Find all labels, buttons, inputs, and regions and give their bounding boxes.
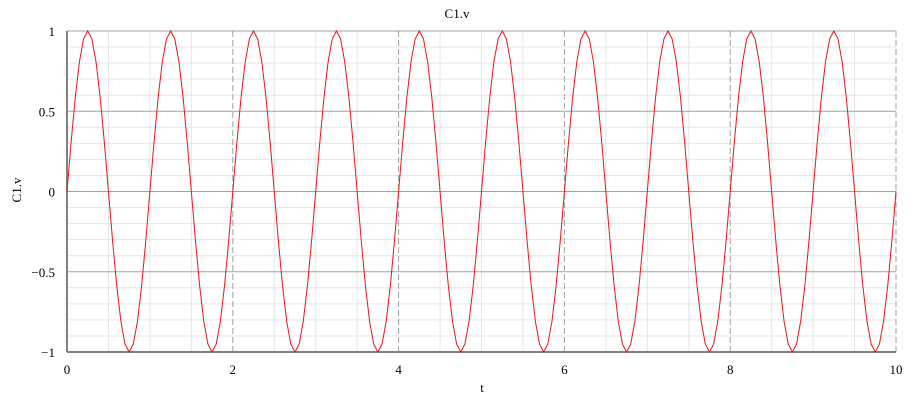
x-axis-label: t	[480, 380, 484, 395]
y-axis-label: C1.v	[9, 177, 24, 202]
y-tick-label: 0.5	[39, 104, 55, 119]
series-layer	[66, 29, 897, 354]
x-tick-labels: 0 2 4 6 8 10	[64, 362, 903, 377]
x-tick-label: 10	[890, 362, 903, 377]
y-tick-label: −1	[41, 345, 55, 360]
x-tick-label: 2	[230, 362, 237, 377]
x-tick-label: 8	[727, 362, 734, 377]
y-tick-label: 0	[49, 185, 56, 200]
y-tick-label: 1	[49, 24, 56, 39]
y-tick-labels: −1 −0.5 0 0.5 1	[31, 24, 55, 360]
x-tick-label: 6	[561, 362, 568, 377]
x-tick-label: 0	[64, 362, 71, 377]
y-tick-label: −0.5	[31, 265, 55, 280]
x-tick-label: 4	[395, 362, 402, 377]
chart-title: C1.v	[445, 6, 470, 21]
series-line	[66, 29, 897, 354]
